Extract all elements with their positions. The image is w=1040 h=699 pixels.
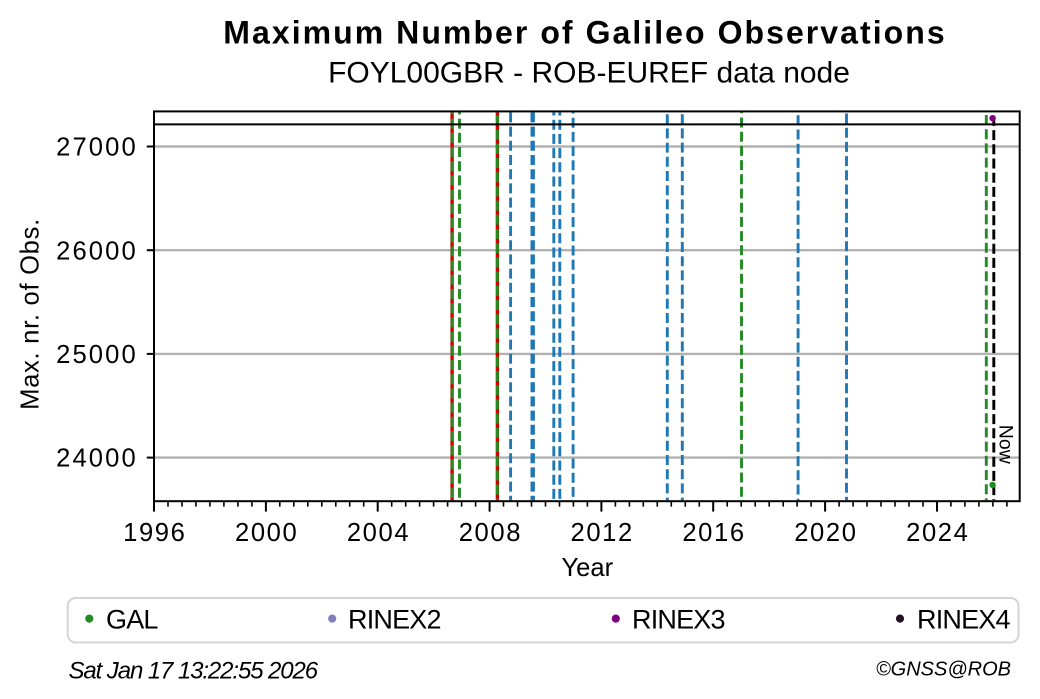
svg-text:25000: 25000 (56, 341, 138, 369)
svg-text:Max. nr. of Obs.: Max. nr. of Obs. (17, 218, 45, 410)
svg-text:2012: 2012 (571, 519, 634, 547)
svg-text:24000: 24000 (56, 445, 138, 473)
svg-text:GAL: GAL (106, 605, 158, 635)
svg-text:2008: 2008 (459, 519, 522, 547)
svg-text:RINEX3: RINEX3 (632, 605, 725, 635)
svg-text:RINEX2: RINEX2 (348, 605, 441, 635)
svg-text:RINEX4: RINEX4 (917, 605, 1011, 635)
svg-text:2004: 2004 (347, 519, 410, 547)
svg-text:2016: 2016 (682, 519, 745, 547)
svg-text:26000: 26000 (56, 237, 138, 265)
svg-text:Maximum Number of Galileo Obse: Maximum Number of Galileo Observations (223, 15, 946, 51)
svg-text:27000: 27000 (56, 134, 138, 162)
svg-text:2020: 2020 (794, 519, 857, 547)
svg-text:Year: Year (561, 554, 613, 582)
svg-text:2024: 2024 (906, 519, 969, 547)
svg-text:1996: 1996 (123, 519, 186, 547)
svg-text:2000: 2000 (235, 519, 298, 547)
svg-text:FOYL00GBR - ROB-EUREF data nod: FOYL00GBR - ROB-EUREF data node (328, 57, 850, 90)
svg-text:Sat Jan 17 13:22:55 2026: Sat Jan 17 13:22:55 2026 (69, 658, 319, 685)
svg-text:Now: Now (995, 425, 1017, 465)
svg-text:©GNSS@ROB: ©GNSS@ROB (876, 659, 1011, 681)
